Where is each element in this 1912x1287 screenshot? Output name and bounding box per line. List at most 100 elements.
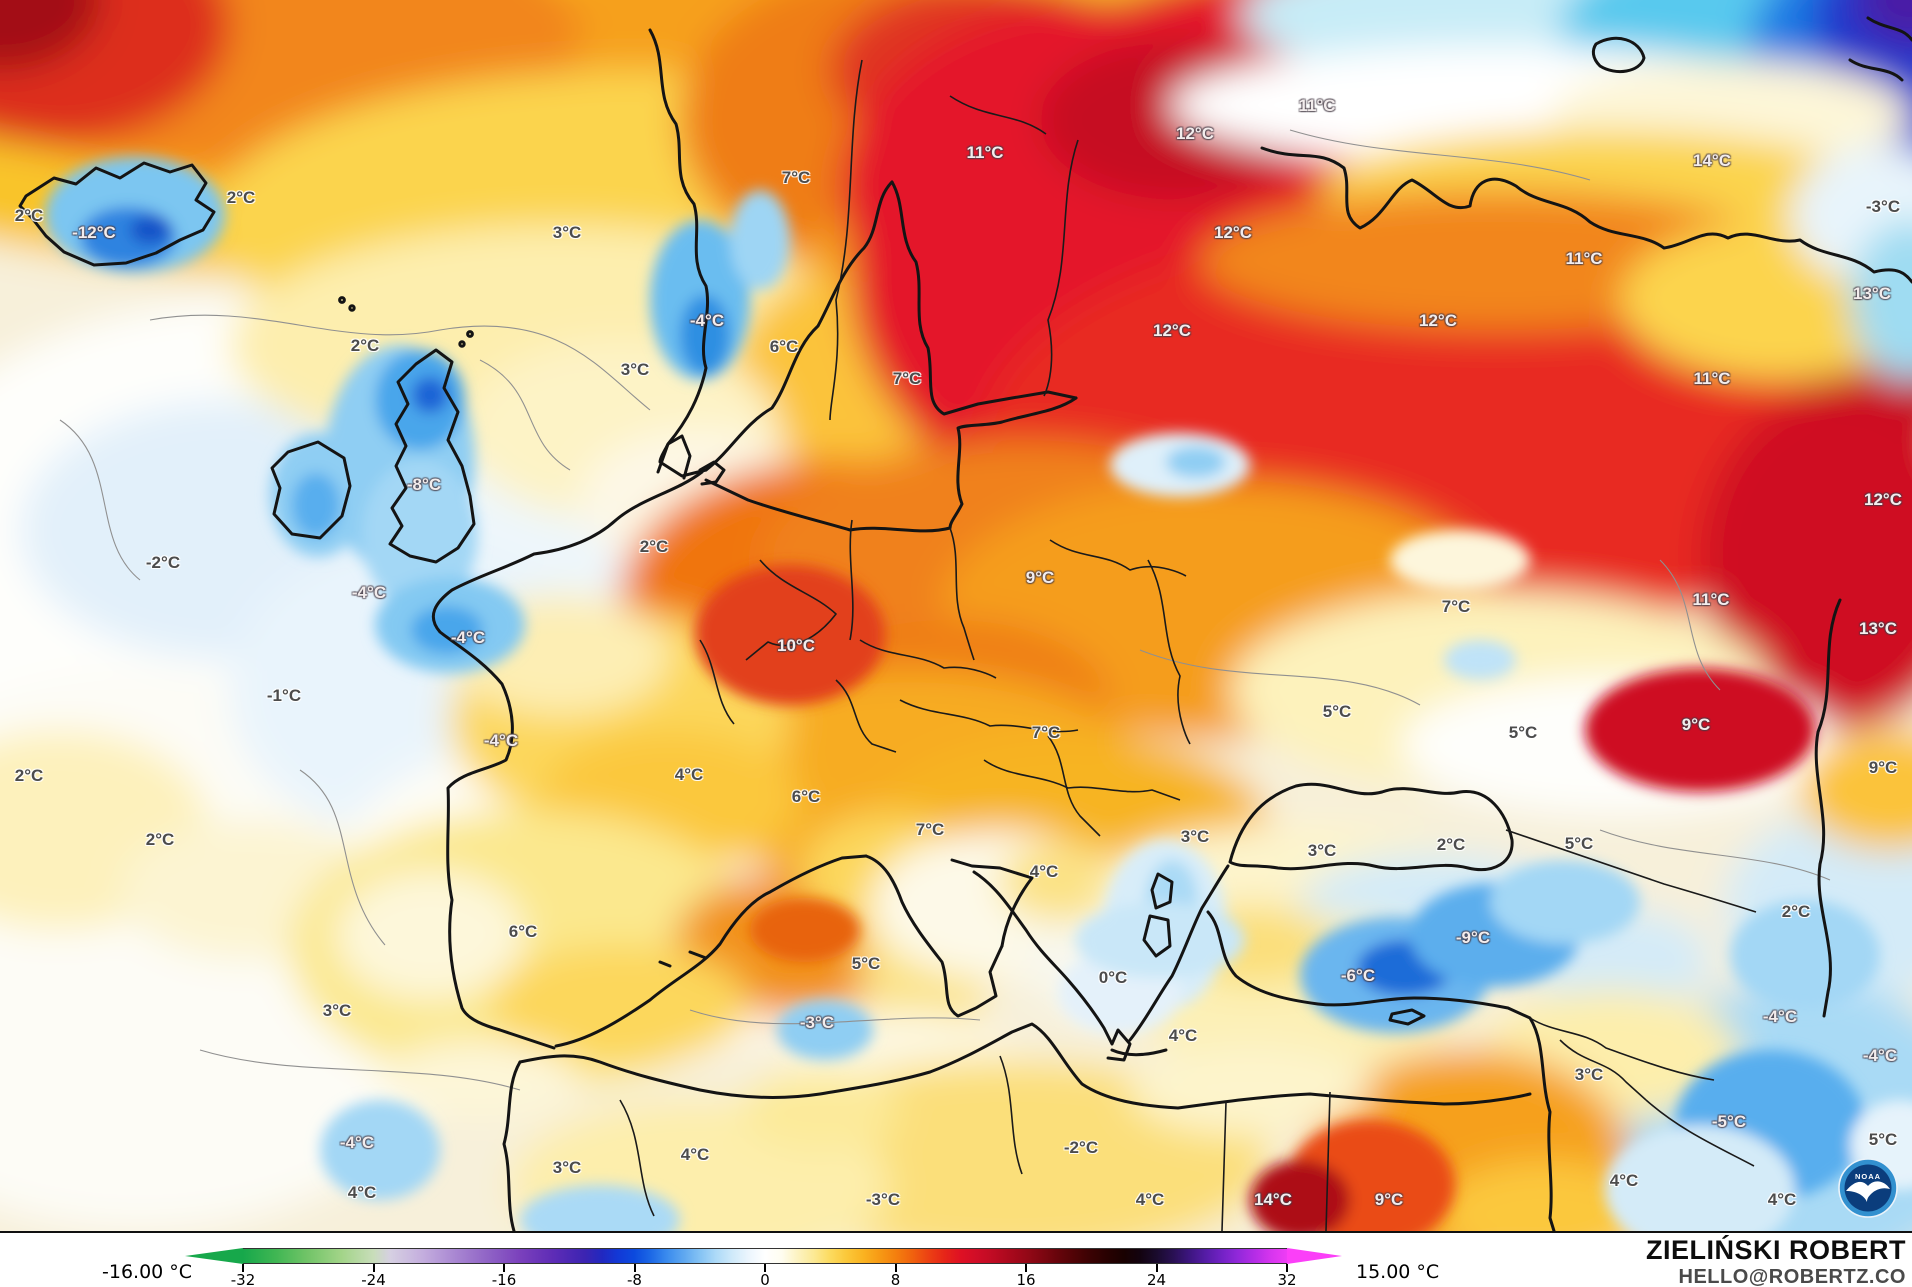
temp-label: 5°C bbox=[1564, 834, 1594, 853]
temp-label: 9°C bbox=[1025, 568, 1055, 587]
temp-label: 11°C bbox=[966, 143, 1004, 162]
temp-label: 2°C bbox=[14, 206, 44, 225]
temp-label: 13°C bbox=[1853, 284, 1891, 303]
temp-label: 2°C bbox=[1436, 835, 1466, 854]
colorbar-tick-mark bbox=[242, 1264, 244, 1272]
colorbar-tick-mark bbox=[1286, 1264, 1288, 1272]
temp-label: 5°C bbox=[1868, 1130, 1898, 1149]
temp-label: 9°C bbox=[1374, 1190, 1404, 1209]
temperature-field-svg bbox=[0, 0, 1912, 1231]
temp-label: 7°C bbox=[892, 369, 922, 388]
temp-label: 2°C bbox=[1781, 902, 1811, 921]
temp-label: 7°C bbox=[1031, 723, 1061, 742]
colorbar-right-arrow bbox=[1287, 1248, 1342, 1264]
temp-label: 6°C bbox=[769, 337, 799, 356]
temp-label: 7°C bbox=[781, 168, 811, 187]
temp-label: 6°C bbox=[508, 922, 538, 941]
temp-label: 10°C bbox=[777, 636, 815, 655]
temp-label: 3°C bbox=[552, 223, 582, 242]
temp-label: 11°C bbox=[1693, 369, 1731, 388]
temp-label: 2°C bbox=[350, 336, 380, 355]
temp-label: 4°C bbox=[1168, 1026, 1198, 1045]
colorbar-tick-mark bbox=[1025, 1264, 1027, 1272]
temp-label: -2°C bbox=[1063, 1138, 1099, 1157]
temp-label: -4°C bbox=[450, 628, 486, 647]
colorbar-tick-label: 8 bbox=[890, 1271, 901, 1287]
temp-label: 11°C bbox=[1565, 249, 1603, 268]
colorbar-tick-mark bbox=[633, 1264, 636, 1272]
temp-label: 12°C bbox=[1419, 311, 1457, 330]
country-borders bbox=[619, 59, 1757, 1231]
temp-label: 7°C bbox=[915, 820, 945, 839]
colorbar-tick-label: 0 bbox=[760, 1271, 770, 1287]
temp-label: 14°C bbox=[1254, 1190, 1292, 1209]
temp-label: 3°C bbox=[1574, 1065, 1604, 1084]
temp-label: 4°C bbox=[680, 1145, 710, 1164]
legend-bar: -16.00 °C -32 -24 -16 -8 0 8 16 24 32 15.00 °C Z… bbox=[0, 1233, 1912, 1287]
colorbar-tick-label: -24 bbox=[361, 1271, 386, 1287]
temp-label: 2°C bbox=[14, 766, 44, 785]
credit-name: ZIELIŃSKI ROBERT bbox=[1645, 1235, 1906, 1265]
temp-label: -2°C bbox=[145, 553, 181, 572]
colorbar-min-label: -16.00 °C bbox=[102, 1261, 193, 1283]
temp-label: -4°C bbox=[1862, 1046, 1898, 1065]
colorbar-tick-mark bbox=[503, 1264, 505, 1272]
colorbar-tick-mark bbox=[764, 1264, 766, 1272]
temp-label: 11°C bbox=[1298, 96, 1336, 115]
colorbar-tick-label: -8 bbox=[627, 1271, 642, 1287]
temp-label: 4°C bbox=[1767, 1190, 1797, 1209]
colorbar-max-label: 15.00 °C bbox=[1356, 1261, 1440, 1283]
contour-lines bbox=[59, 129, 1831, 1091]
temp-label: 3°C bbox=[620, 360, 650, 379]
credit-block: ZIELIŃSKI ROBERT HELLO@ROBERTZ.CO bbox=[1646, 1235, 1906, 1287]
temp-label: 4°C bbox=[347, 1183, 377, 1202]
temperature-field-details bbox=[45, 157, 1912, 1231]
temp-label: 5°C bbox=[851, 954, 881, 973]
colorbar-tick-label: -32 bbox=[230, 1271, 256, 1287]
temp-label: 0°C bbox=[1098, 968, 1128, 987]
temp-label: 11°C bbox=[1692, 590, 1730, 609]
temp-label: -4°C bbox=[483, 731, 519, 750]
temp-label: 14°C bbox=[1693, 151, 1731, 170]
temp-label: 3°C bbox=[322, 1001, 352, 1020]
temp-label: 2°C bbox=[145, 830, 175, 849]
temp-label: 12°C bbox=[1176, 124, 1214, 143]
temperature-labels-layer: 2°C 2°C -12°C 3°C 7°C -4°C 6°C 3°C 2°C 7°C 11°C 11°… bbox=[14, 96, 1902, 1209]
noaa-seagull-icon bbox=[1846, 1181, 1890, 1202]
temp-label: -6°C bbox=[1340, 966, 1376, 985]
noaa-logo-text: NOAA bbox=[1855, 1172, 1881, 1181]
temp-label: -12°C bbox=[72, 223, 116, 242]
colorbar-left-arrow bbox=[185, 1248, 243, 1264]
colorbar-tick-mark bbox=[372, 1264, 375, 1272]
temp-label: 9°C bbox=[1868, 758, 1898, 777]
colorbar-tick-mark bbox=[1155, 1264, 1158, 1272]
colorbar bbox=[243, 1248, 1287, 1264]
temp-label: 7°C bbox=[1441, 597, 1471, 616]
temp-label: 5°C bbox=[1508, 723, 1538, 742]
temp-label: 2°C bbox=[639, 537, 669, 556]
noaa-logo: NOAA bbox=[1838, 1158, 1898, 1218]
temp-label: 13°C bbox=[1859, 619, 1897, 638]
map-area: 2°C 2°C -12°C 3°C 7°C -4°C 6°C 3°C 2°C 7°C 11°C 11°… bbox=[0, 0, 1912, 1233]
temp-label: 12°C bbox=[1864, 490, 1902, 509]
temp-label: 9°C bbox=[1681, 715, 1711, 734]
temp-label: 3°C bbox=[1180, 827, 1210, 846]
temp-label: -3°C bbox=[1865, 197, 1901, 216]
temp-label: 4°C bbox=[1609, 1171, 1639, 1190]
temp-label: -3°C bbox=[865, 1190, 901, 1209]
temp-label: -5°C bbox=[1711, 1112, 1747, 1131]
temp-label: -1°C bbox=[266, 686, 302, 705]
temp-label: -4°C bbox=[689, 311, 725, 330]
temp-label: -4°C bbox=[339, 1133, 375, 1152]
temp-label: 4°C bbox=[1029, 862, 1059, 881]
coastlines bbox=[18, 16, 1912, 1231]
credit-email: HELLO@ROBERTZ.CO bbox=[1678, 1266, 1906, 1287]
temp-label: 4°C bbox=[674, 765, 704, 784]
temp-label: 6°C bbox=[791, 787, 821, 806]
temp-label: 5°C bbox=[1322, 702, 1352, 721]
temp-label: -9°C bbox=[1455, 928, 1491, 947]
temp-label: -4°C bbox=[1762, 1007, 1798, 1026]
colorbar-tick-label: 16 bbox=[1016, 1271, 1036, 1287]
temp-label: 3°C bbox=[1307, 841, 1337, 860]
